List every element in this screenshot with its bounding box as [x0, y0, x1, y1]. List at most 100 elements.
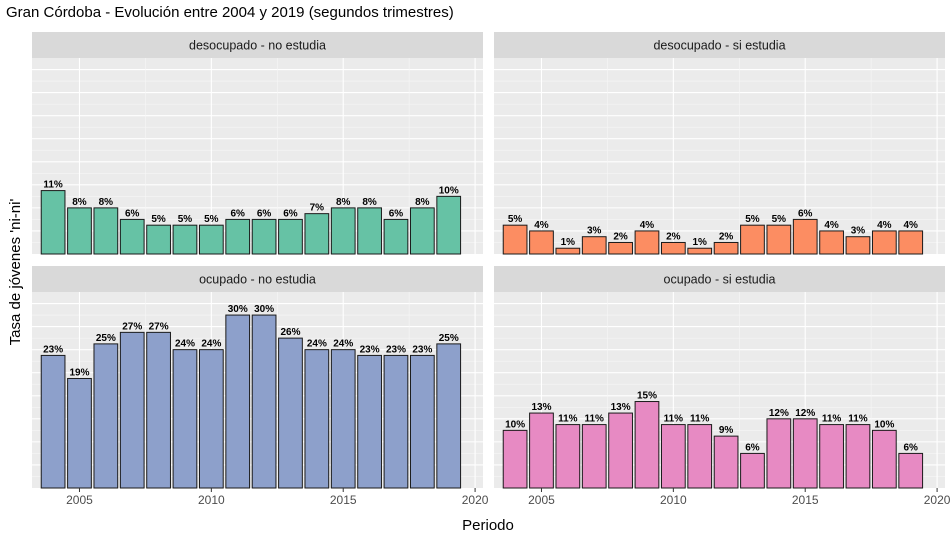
- bar-label: 10%: [874, 419, 894, 430]
- bar: [357, 354, 382, 489]
- bar-label: 11%: [690, 414, 710, 425]
- bar: [634, 401, 660, 489]
- x-tick-label: 2010: [660, 493, 687, 507]
- bar-label: 5%: [204, 214, 219, 225]
- bar: [330, 349, 356, 489]
- bar: [172, 349, 198, 489]
- bar: [225, 218, 251, 255]
- bar-label: 6%: [230, 208, 245, 219]
- bar-label: 3%: [851, 226, 866, 237]
- bar-label: 11%: [558, 414, 578, 425]
- bar: [146, 224, 171, 255]
- bar-label: 4%: [903, 220, 918, 231]
- bar-label: 25%: [96, 333, 116, 344]
- bar: [172, 224, 198, 255]
- bar-label: 5%: [508, 214, 523, 225]
- bar-label: 1%: [561, 237, 576, 248]
- bar: [251, 314, 277, 489]
- x-tick-label: 2015: [792, 493, 819, 507]
- bar-label: 8%: [362, 197, 377, 208]
- bar: [660, 424, 686, 489]
- bar: [357, 207, 382, 255]
- facet-strip-label: ocupado - no estudia: [199, 273, 316, 287]
- facet-strip: [494, 266, 945, 292]
- bar: [278, 337, 303, 489]
- bar: [146, 331, 171, 489]
- bar: [608, 412, 633, 489]
- bar: [529, 230, 554, 255]
- bar: [383, 354, 409, 489]
- bar: [304, 349, 330, 489]
- bar-label: 8%: [415, 197, 430, 208]
- facet-panel: desocupado - no estudia 11% 8% 8% 6% 5% 5% 5% 6%…: [32, 32, 483, 255]
- x-tick-label: 2020: [462, 493, 489, 507]
- bar: [119, 218, 145, 255]
- bar-label: 2%: [666, 231, 681, 242]
- bar: [819, 424, 844, 489]
- bar-label: 7%: [310, 203, 325, 214]
- bar-label: 1%: [692, 237, 707, 248]
- bar-label: 30%: [254, 304, 274, 315]
- bar: [713, 435, 739, 489]
- bar: [871, 230, 897, 255]
- bar-label: 23%: [360, 344, 380, 355]
- bar: [304, 213, 330, 255]
- bar: [330, 207, 356, 255]
- bar: [225, 314, 251, 489]
- bar: [555, 247, 581, 255]
- bar: [198, 349, 224, 489]
- bar-label: 26%: [280, 327, 300, 338]
- bar-label: 24%: [307, 339, 327, 350]
- bar-label: 2%: [613, 231, 628, 242]
- bar: [766, 418, 792, 489]
- bar-label: 6%: [745, 442, 760, 453]
- bar: [660, 241, 686, 255]
- bar-label: 23%: [43, 344, 63, 355]
- x-tick-label: 2015: [330, 493, 357, 507]
- bar: [555, 424, 581, 489]
- bar: [634, 230, 660, 255]
- bar-label: 5%: [745, 214, 760, 225]
- bar-label: 24%: [333, 339, 353, 350]
- bar: [740, 224, 765, 255]
- y-axis-title: Tasa de jóvenes 'ni-ni': [7, 199, 24, 346]
- bar: [436, 343, 462, 489]
- bar: [898, 230, 924, 255]
- bar: [581, 236, 607, 255]
- bar-label: 11%: [822, 414, 842, 425]
- bar: [383, 218, 409, 255]
- bar: [819, 230, 844, 255]
- bar-label: 11%: [664, 414, 684, 425]
- facet-panels: desocupado - no estudia 11% 8% 8% 6% 5% 5% 5% 6%…: [32, 32, 945, 489]
- bar-label: 24%: [201, 339, 221, 350]
- bar-label: 9%: [719, 425, 734, 436]
- bar: [409, 354, 435, 489]
- bar: [871, 429, 897, 489]
- bar-label: 10%: [505, 419, 525, 430]
- bar-label: 10%: [439, 185, 459, 196]
- bar-label: 11%: [43, 180, 63, 191]
- bar-label: 3%: [587, 226, 602, 237]
- bar-label: 8%: [72, 197, 87, 208]
- bar-label: 11%: [848, 414, 868, 425]
- bar: [687, 247, 713, 255]
- bar: [40, 190, 66, 255]
- bar: [792, 218, 818, 255]
- x-tick-label: 2010: [198, 493, 225, 507]
- bar: [119, 331, 145, 489]
- bar-label: 30%: [228, 304, 248, 315]
- bar-label: 27%: [149, 321, 169, 332]
- bar: [581, 424, 607, 489]
- bar-label: 8%: [99, 197, 114, 208]
- bar: [40, 354, 66, 489]
- bar: [67, 207, 92, 255]
- facet-strip: [494, 32, 945, 58]
- bar-label: 5%: [178, 214, 193, 225]
- bar: [198, 224, 224, 255]
- bar-label: 6%: [283, 208, 298, 219]
- plot-background: [494, 58, 945, 254]
- bar: [608, 241, 633, 255]
- bar: [278, 218, 303, 255]
- facet-panel: ocupado - si estudia 10% 13% 11% 11% 13% 15% 11…: [494, 266, 945, 489]
